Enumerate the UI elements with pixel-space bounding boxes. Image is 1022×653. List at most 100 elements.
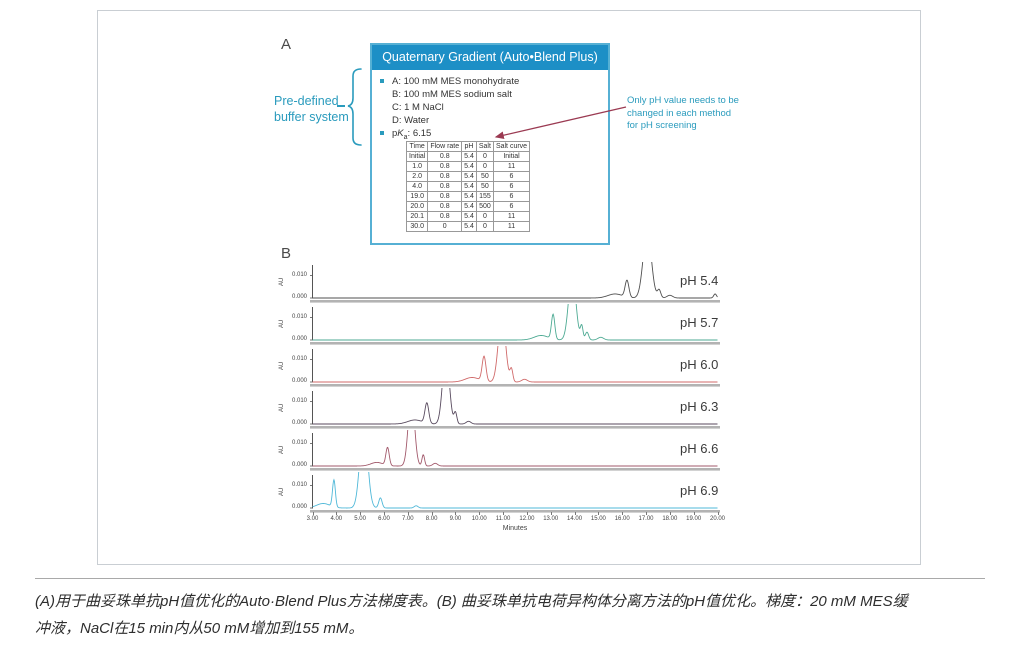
buffer-item-text: C: 1 M NaCl [392,102,444,113]
gradient-table-cell: Initial [492,151,531,162]
gradient-table-cell: 0 [475,151,494,162]
gradient-table-row-0: Initial 0.8 5.4 0 Initial [405,151,531,162]
buffer-system-label-line1: Pre-defined [274,94,339,108]
trace-pH-6-0 [312,346,718,383]
gradient-table-cell: 5.4 [461,181,477,192]
x-tick-label: 8.00 [425,516,438,522]
gradient-table-cell: 0.8 [427,191,463,202]
gradient-table-cell: Initial [405,151,429,162]
y-tick-label-0000: 0.000 [291,294,307,300]
buffer-item-text: A: 100 mM MES monohydrate [392,76,520,87]
gradient-table-row-7: 30.0 0 5.4 0 11 [405,221,531,232]
gradient-table-cell: 11 [492,221,531,232]
y-tick-label-0010: 0.010 [291,272,307,278]
buffer-item-text: B: 100 mM MES sodium salt [392,89,512,100]
y-tick-label-0000: 0.000 [291,378,307,384]
trace-ph-label: pH 6.0 [680,357,719,372]
gradient-table-cell: 0.8 [427,161,463,172]
x-tick-label: 11.00 [495,516,511,522]
x-tick-label: 17.00 [638,516,654,522]
y-axis-title: AU [279,487,285,496]
annotation-arrow-icon [494,106,627,140]
gradient-table-cell: 5.4 [461,211,477,222]
caption-divider [35,578,985,579]
gradient-table-cell: 0 [475,211,494,222]
gradient-table-row-3: 4.0 0.8 5.4 50 6 [405,181,531,192]
trace-pH-6-9 [312,472,718,509]
y-tick-label-0010: 0.010 [291,440,307,446]
pka-text: pKa: 6.15 [392,128,432,141]
x-tick [383,512,385,515]
chromatogram-strip-pH-6-6 [310,430,720,471]
gradient-table-header-cell: Flow rate [427,141,463,152]
x-tick [598,512,600,515]
trace-pH-5-7 [312,304,718,341]
gradient-table-cell: 11 [492,211,531,222]
gradient-table-cell: 20.1 [405,211,429,222]
gradient-table-cell: 19.0 [405,191,429,202]
x-tick [455,512,457,515]
x-tick-label: 19.00 [686,516,702,522]
trace-pH-6-6 [312,430,718,467]
x-tick [669,512,671,515]
x-tick-label: 20.00 [709,516,725,522]
gradient-table-cell: 0 [427,221,463,232]
gradient-table-cell: 11 [492,161,531,172]
buffer-item-4: pKa: 6.15 [380,128,600,141]
x-tick-label: 10.00 [471,516,487,522]
panel-b-label: B [281,245,292,262]
gradient-table-cell: 5.4 [461,201,477,212]
chromatogram-strip-pH-6-0 [310,346,720,387]
buffer-system-label: Pre-defined buffer system [274,93,349,125]
gradient-table-cell: 5.4 [461,191,477,202]
x-tick [503,512,505,515]
trace-ph-label: pH 6.9 [680,483,719,498]
y-axis-title: AU [279,319,285,328]
x-tick [407,512,409,515]
gradient-table-row-2: 2.0 0.8 5.4 50 6 [405,171,531,182]
gradient-table-cell: 0 [475,161,494,172]
gradient-table-cell: 6 [492,181,531,192]
y-tick-label-0000: 0.000 [291,504,307,510]
trace-ph-label: pH 6.3 [680,399,719,414]
trace-ph-label: pH 5.4 [680,273,719,288]
chromatogram-strip-pH-6-3 [310,388,720,429]
gradient-table-header-cell: Time [405,141,429,152]
figure-caption-line2: 冲液，NaCl在15 min内从50 mM增加到155 mM。 [35,620,364,637]
ph-annotation-line1: Only pH value needs to be [627,95,739,106]
buffer-item-0: A: 100 mM MES monohydrate [380,76,600,89]
gradient-table-cell: 50 [475,171,494,182]
y-tick-label-0010: 0.010 [291,314,307,320]
y-tick-label-0010: 0.010 [291,398,307,404]
bullet-square-icon [380,131,384,135]
figure-box: A Quaternary Gradient (Auto•Blend Plus) … [97,10,921,565]
bullet-square-icon [380,79,384,83]
gradient-table-cell: 30.0 [405,221,429,232]
buffer-item-2: C: 1 M NaCl [380,102,600,115]
gradient-table-row-6: 20.1 0.8 5.4 0 11 [405,211,531,222]
gradient-table-cell: 0.8 [427,151,463,162]
ph-annotation: Only pH value needs to be changed in eac… [627,95,739,133]
x-tick-label: 7.00 [401,516,414,522]
gradient-table-cell: 155 [475,191,494,202]
x-tick-label: 15.00 [590,516,606,522]
gradient-table-cell: 0.8 [427,171,463,182]
x-tick-label: 18.00 [662,516,678,522]
x-tick [574,512,576,515]
x-tick [336,512,338,515]
x-tick [312,512,314,515]
x-tick-label: 3.00 [306,516,319,522]
callout-dash [337,105,345,107]
gradient-table-cell: 500 [475,201,494,212]
gradient-table-cell: 1.0 [405,161,429,172]
gradient-table-cell: 5.4 [461,151,477,162]
ph-annotation-line3: for pH screening [627,120,697,131]
y-tick-label-0000: 0.000 [291,462,307,468]
x-tick [622,512,624,515]
x-tick-label: 9.00 [449,516,462,522]
y-axis-title: AU [279,403,285,412]
gradient-table-cell: 4.0 [405,181,429,192]
y-axis-title: AU [279,445,285,454]
x-tick-label: 14.00 [567,516,583,522]
gradient-table-header-row: Time Flow rate pH Salt Salt curve [405,141,531,152]
